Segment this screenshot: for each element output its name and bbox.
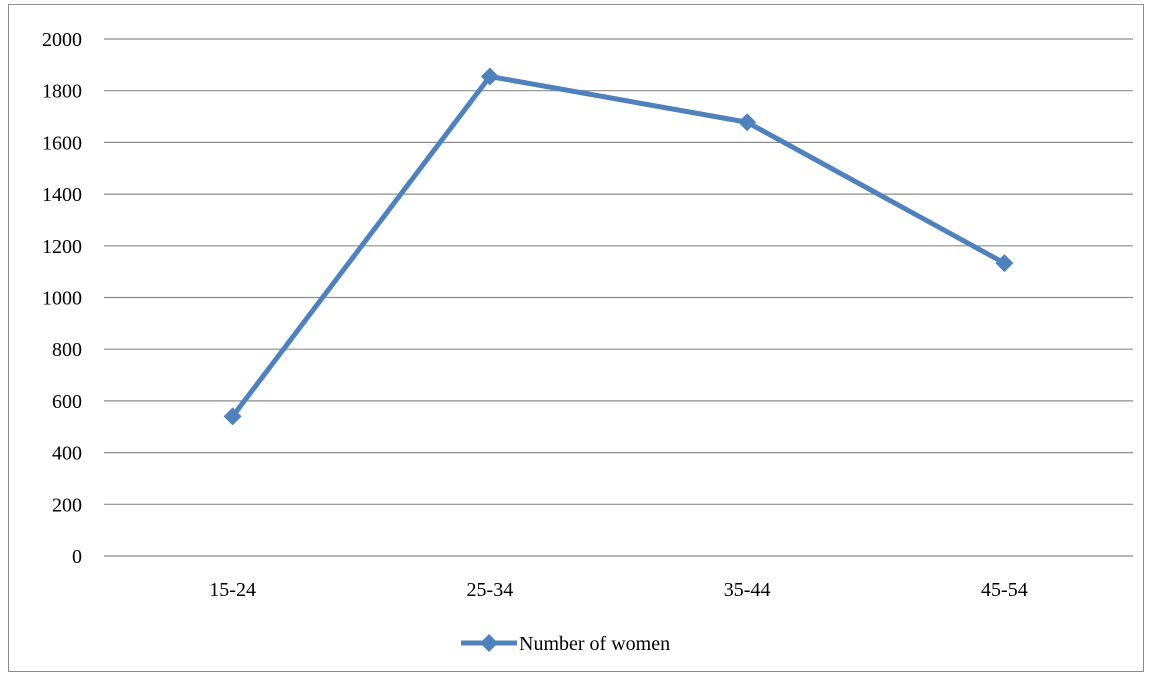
y-tick-label-1000: 1000 xyxy=(42,288,82,310)
x-tick-label-45-54: 45-54 xyxy=(981,579,1028,601)
series-line-number-of-women xyxy=(230,73,1007,419)
y-tick-label-400: 400 xyxy=(52,443,82,465)
x-tick-label-35-44: 35-44 xyxy=(724,579,771,601)
y-tick-label-1600: 1600 xyxy=(42,132,82,154)
y-tick-label-1800: 1800 xyxy=(42,81,82,103)
legend-diamond-marker xyxy=(480,634,498,652)
y-tick-label-2000: 2000 xyxy=(42,29,82,51)
x-axis-tick-labels: 15-24 25-34 35-44 45-54 xyxy=(209,579,1027,601)
data-point-25-34 xyxy=(480,67,499,86)
data-point-45-54 xyxy=(995,254,1014,273)
y-tick-label-600: 600 xyxy=(52,391,82,413)
y-tick-label-200: 200 xyxy=(52,494,82,516)
y-tick-label-1400: 1400 xyxy=(42,184,82,206)
series-layer xyxy=(223,67,1014,426)
line-chart: 0 200 400 600 800 1000 1200 1400 1600 1800 2000 15… xyxy=(42,29,1133,655)
data-point-35-44 xyxy=(738,113,757,132)
y-tick-label-1200: 1200 xyxy=(42,236,82,258)
legend: Number of women xyxy=(461,633,670,655)
y-axis-tick-labels: 0 200 400 600 800 1000 1200 1400 1600 1800 2000 xyxy=(42,29,82,568)
x-tick-label-15-24: 15-24 xyxy=(209,579,256,601)
legend-label: Number of women xyxy=(519,633,670,655)
y-tick-label-800: 800 xyxy=(52,339,82,361)
x-tick-label-25-34: 25-34 xyxy=(467,579,514,601)
data-point-15-24 xyxy=(223,407,242,426)
chart-area: 0 200 400 600 800 1000 1200 1400 1600 1800 2000 15… xyxy=(8,4,1144,672)
y-tick-label-0: 0 xyxy=(72,546,82,568)
gridlines xyxy=(104,38,1133,557)
